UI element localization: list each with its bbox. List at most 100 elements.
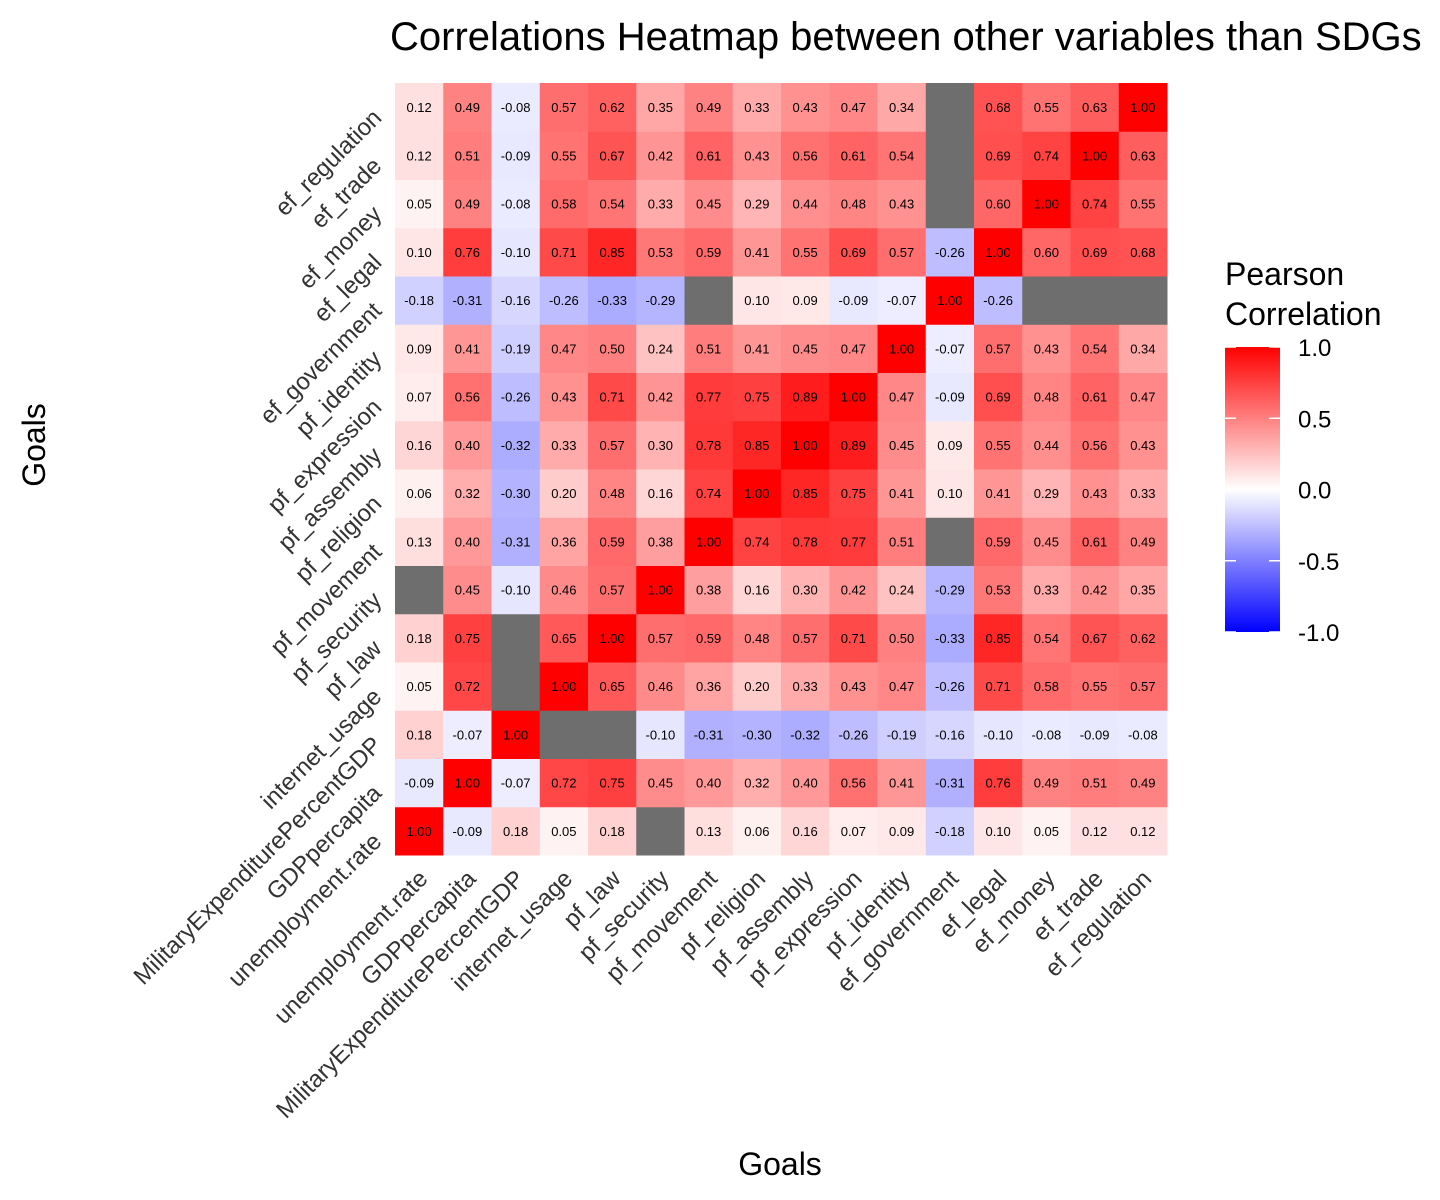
cell-value-label: 0.45 xyxy=(648,776,673,791)
heatmap-cell xyxy=(829,179,878,229)
heatmap-cell xyxy=(684,613,734,663)
heatmap-cell xyxy=(877,469,927,518)
heatmap-cell xyxy=(974,517,1023,566)
legend-tick-label: -0.5 xyxy=(1298,549,1339,576)
cell-value-label: 0.54 xyxy=(1082,341,1107,356)
heatmap-cell xyxy=(443,517,492,566)
heatmap-cell xyxy=(877,179,927,229)
heatmap-cell xyxy=(588,517,637,566)
cell-value-label: 0.53 xyxy=(985,583,1010,598)
cell-value-label: 0.56 xyxy=(455,390,480,405)
cell-value-label: -0.09 xyxy=(501,148,531,163)
cell-value-label: 0.43 xyxy=(841,679,866,694)
cell-value-label: 0.57 xyxy=(889,245,914,260)
cell-value-label: 0.33 xyxy=(792,679,817,694)
cell-value-label: 0.43 xyxy=(1130,438,1155,453)
heatmap-cell xyxy=(443,613,492,663)
cell-value-label: 0.45 xyxy=(696,197,721,212)
cell-value-label: 0.10 xyxy=(744,293,769,308)
heatmap-cell xyxy=(781,276,830,325)
cell-value-label: 0.77 xyxy=(841,534,866,549)
cell-value-label: 0.05 xyxy=(551,824,576,839)
heatmap-cell xyxy=(974,710,1023,759)
cell-value-label: -0.33 xyxy=(597,293,627,308)
heatmap-cell xyxy=(636,420,685,470)
heatmap-cell xyxy=(684,565,734,615)
heatmap-cell xyxy=(829,372,878,422)
cell-value-label: 1.00 xyxy=(985,245,1010,260)
heatmap-cell xyxy=(1070,276,1120,325)
heatmap-cell xyxy=(1118,469,1168,518)
heatmap-cell xyxy=(636,131,685,180)
cell-value-label: 0.85 xyxy=(985,631,1010,646)
cell-value-label: 0.46 xyxy=(551,583,576,598)
legend-tick-label: 0.0 xyxy=(1298,478,1331,505)
heatmap-cell xyxy=(1118,613,1168,663)
heatmap-cell xyxy=(974,565,1023,615)
cell-value-label: 0.56 xyxy=(792,148,817,163)
heatmap-cell xyxy=(636,517,685,566)
heatmap-cell xyxy=(829,758,878,808)
heatmap-cell xyxy=(1022,131,1071,180)
cell-value-label: -0.26 xyxy=(935,679,965,694)
heatmap-cell xyxy=(829,83,878,132)
cell-value-label: 0.16 xyxy=(648,486,673,501)
legend: Pearson Correlation 1.0 0.5 0.0 -0.5 -1.0 xyxy=(1225,256,1382,647)
heatmap-cell xyxy=(1022,324,1071,373)
cell-value-label: 0.43 xyxy=(1034,341,1059,356)
heatmap-cell xyxy=(1022,806,1071,856)
cell-value-label: 0.61 xyxy=(841,148,866,163)
heatmap-cell xyxy=(539,469,589,518)
cell-value-label: 0.71 xyxy=(985,679,1010,694)
cell-value-label: 0.18 xyxy=(406,631,431,646)
cell-value-label: 0.57 xyxy=(1130,679,1155,694)
cell-value-label: -0.09 xyxy=(1080,727,1110,742)
cell-value-label: 0.47 xyxy=(841,100,866,115)
cell-value-label: 0.89 xyxy=(841,438,866,453)
heatmap-cell xyxy=(443,420,492,470)
heatmap-cell xyxy=(684,324,734,373)
heatmap-cell xyxy=(829,613,878,663)
cell-value-label: 0.69 xyxy=(1082,245,1107,260)
cell-value-label: 0.10 xyxy=(406,245,431,260)
cell-value-label: 0.50 xyxy=(889,631,914,646)
cell-value-label: 0.32 xyxy=(455,486,480,501)
cell-value-label: 0.57 xyxy=(648,631,673,646)
cell-value-label: 0.29 xyxy=(1034,486,1059,501)
cell-value-label: 0.76 xyxy=(455,245,480,260)
heatmap-cell xyxy=(974,420,1023,470)
heatmap-cell xyxy=(732,613,782,663)
heatmap-cell xyxy=(781,83,830,132)
cell-value-label: 0.55 xyxy=(985,438,1010,453)
cell-value-label: -0.07 xyxy=(501,776,531,791)
heatmap-cells xyxy=(395,83,1168,856)
cell-value-label: 1.00 xyxy=(406,824,431,839)
cell-value-label: 1.00 xyxy=(1082,148,1107,163)
legend-title-line1: Pearson xyxy=(1225,256,1344,292)
heatmap-cell xyxy=(925,806,975,856)
cell-value-label: 0.72 xyxy=(551,776,576,791)
cell-value-label: 0.40 xyxy=(455,534,480,549)
heatmap-cell xyxy=(684,469,734,518)
legend-ticks: 1.0 0.5 0.0 -0.5 -1.0 xyxy=(1225,335,1339,647)
heatmap-cell xyxy=(974,324,1023,373)
heatmap-cell xyxy=(395,420,444,470)
cell-value-label: 0.43 xyxy=(551,390,576,405)
heatmap-cell xyxy=(539,276,589,325)
heatmap-cell xyxy=(636,83,685,132)
cell-value-label: 0.72 xyxy=(455,679,480,694)
cell-value-label: 1.00 xyxy=(551,679,576,694)
cell-value-label: 0.47 xyxy=(841,341,866,356)
cell-value-label: -0.32 xyxy=(790,727,820,742)
heatmap-cell xyxy=(732,324,782,373)
heatmap-cell xyxy=(1022,469,1071,518)
heatmap-cell xyxy=(588,420,637,470)
chart-title: Correlations Heatmap between other varia… xyxy=(390,15,1422,59)
cell-value-label: 0.74 xyxy=(744,534,769,549)
heatmap-cell xyxy=(395,131,444,180)
cell-value-label: 0.58 xyxy=(1034,679,1059,694)
cell-value-label: 0.62 xyxy=(599,100,624,115)
cell-value-label: 0.33 xyxy=(1034,583,1059,598)
heatmap-cell xyxy=(684,131,734,180)
heatmap-cell xyxy=(781,758,830,808)
